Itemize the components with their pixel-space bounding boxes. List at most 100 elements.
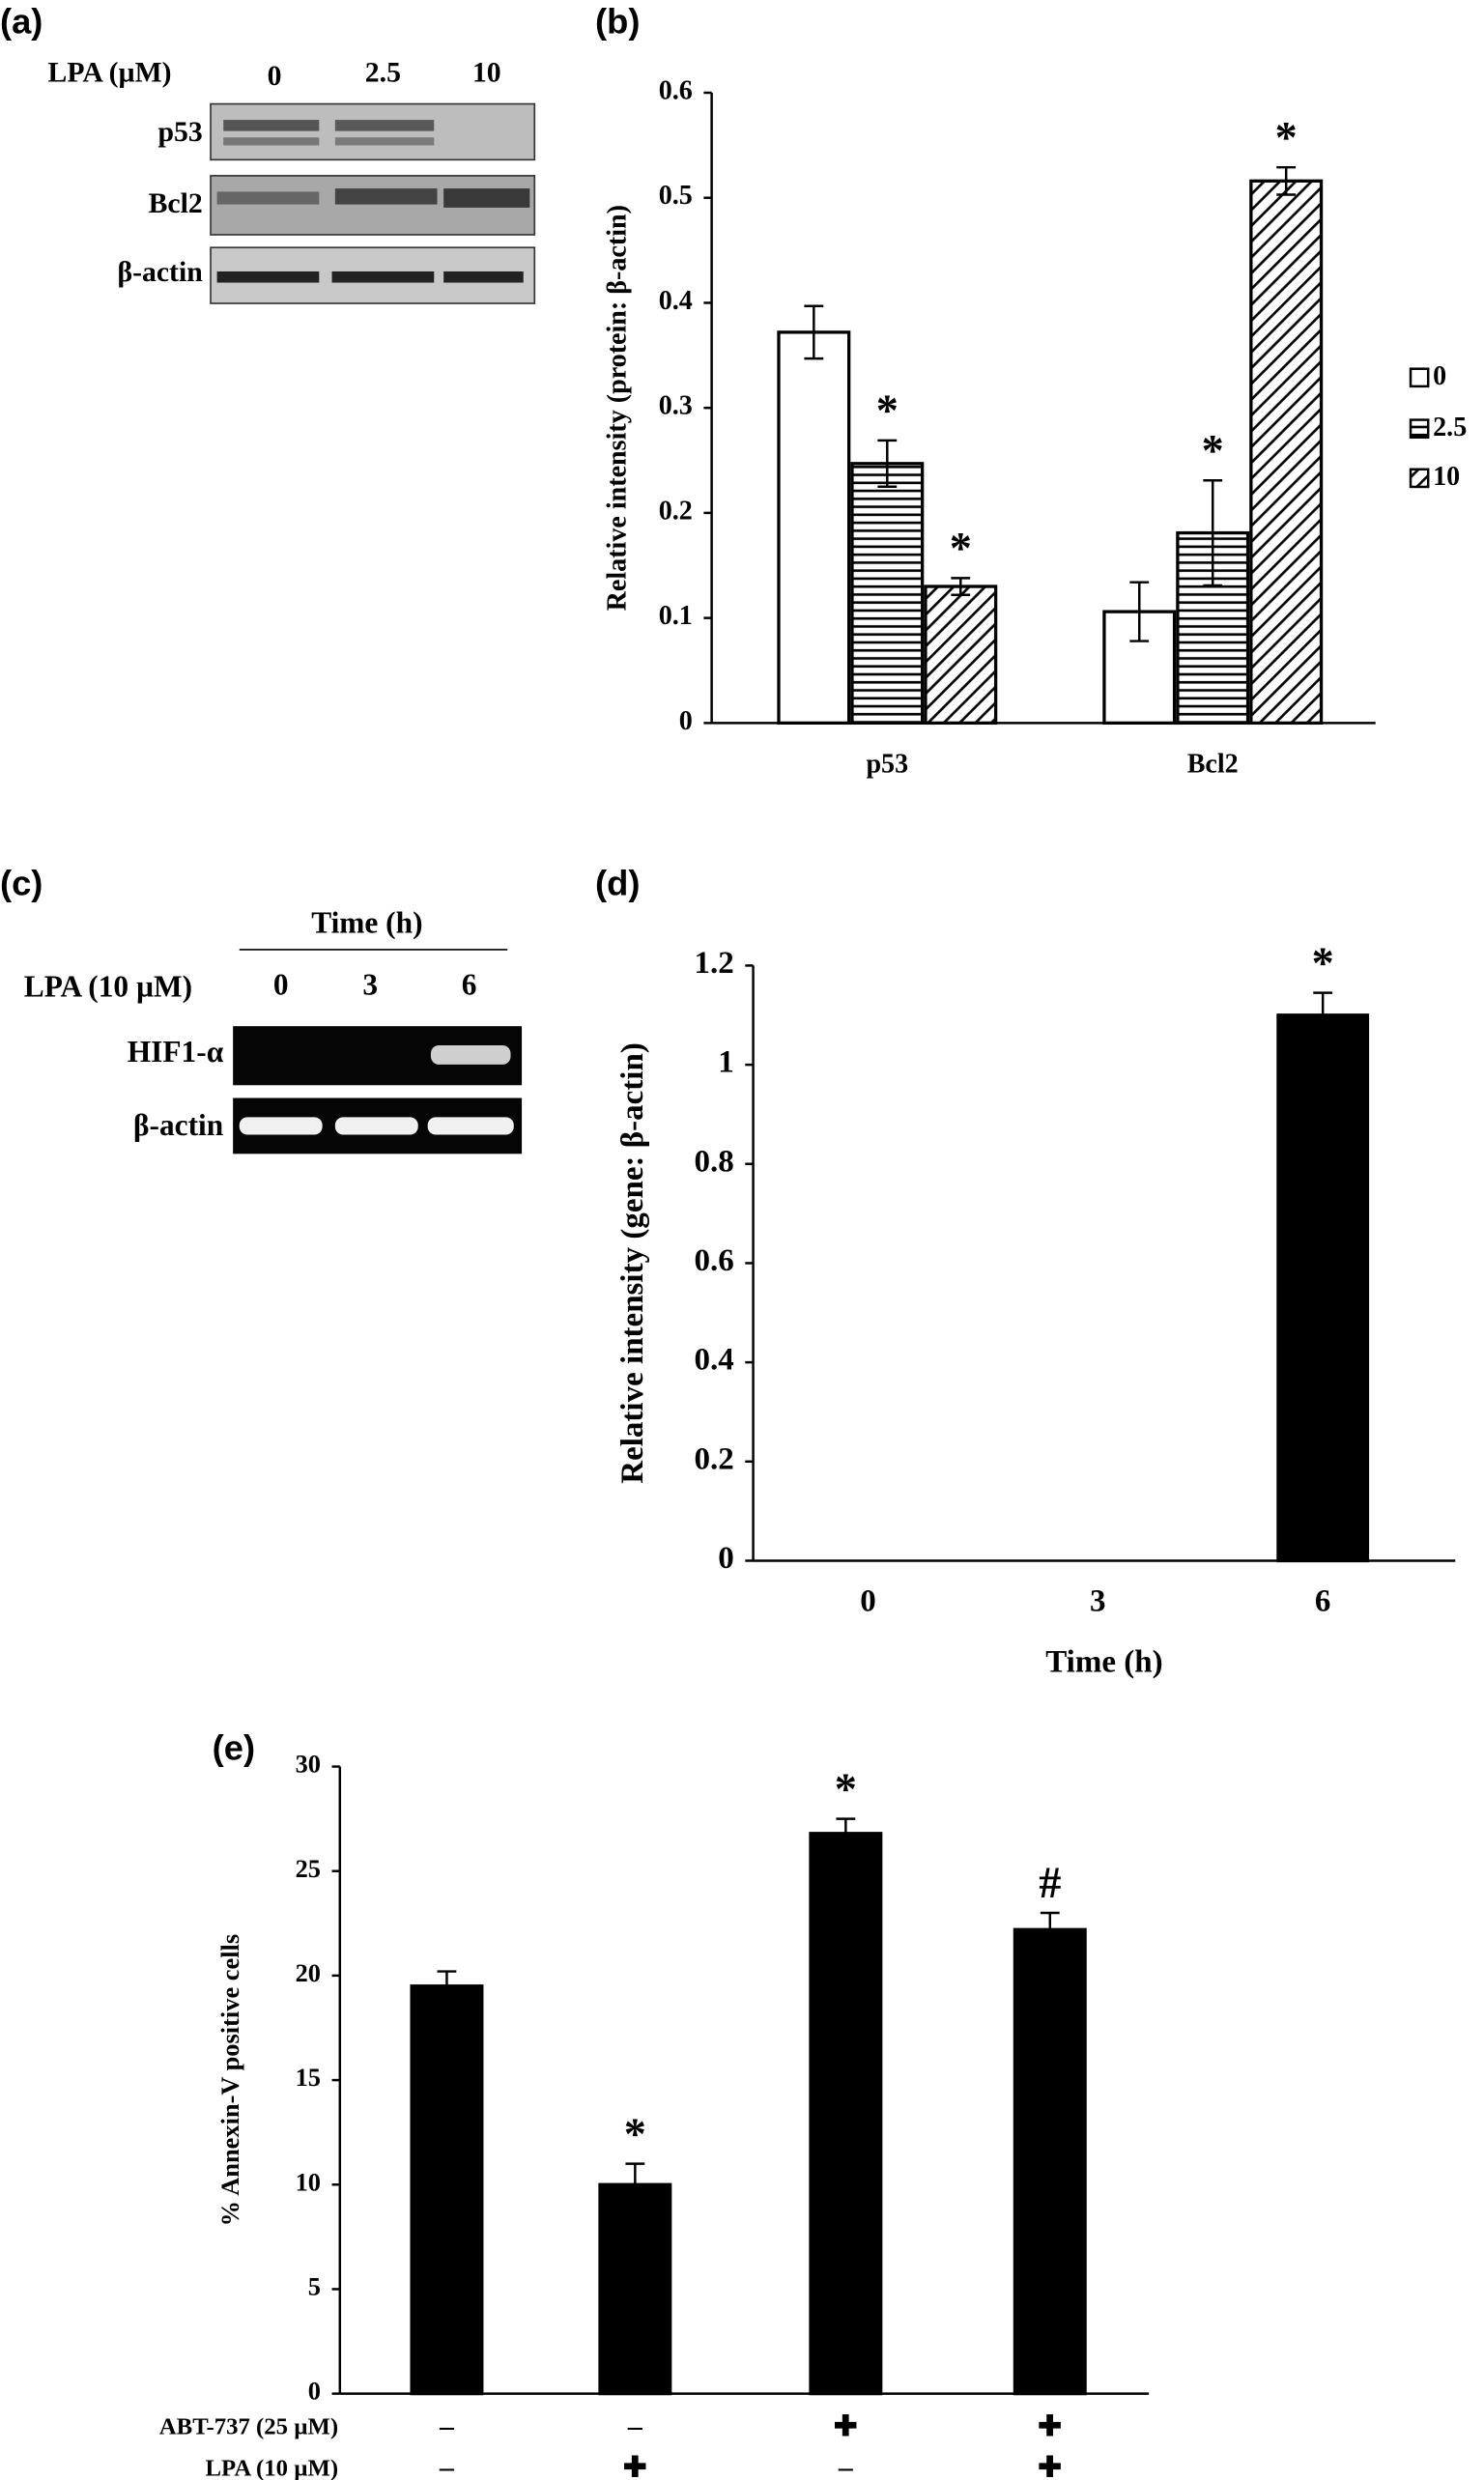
y-tick-label: 0.4: [694, 1343, 733, 1378]
panel-label: (e): [213, 1728, 255, 1768]
band: [331, 271, 435, 283]
x-tick-label: Bcl2: [1187, 749, 1239, 779]
significance-label: *: [950, 525, 972, 574]
y-tick-label: 10: [296, 2167, 321, 2196]
blot-row: p53: [158, 117, 203, 148]
bar: [777, 330, 851, 726]
legend-swatch: [1409, 367, 1430, 388]
band: [216, 191, 320, 205]
blot-header: LPA (10 µM): [24, 969, 192, 1003]
condition-value: –: [439, 2411, 455, 2442]
significance-label: *: [1275, 113, 1298, 162]
band: [334, 188, 438, 205]
band: [239, 1117, 323, 1135]
blot-column: 3: [362, 968, 378, 1002]
y-tick-label: 25: [296, 1854, 321, 1883]
y-axis-label: Relative intensity (protein: β-actin): [602, 205, 632, 611]
band: [216, 271, 320, 283]
y-tick-label: 0.3: [659, 391, 693, 421]
blot-c: (c) Time (h) LPA (10 µM) 0 3 6 HIF1-α β-…: [0, 863, 523, 1154]
significance-label: *: [876, 386, 899, 436]
panel-label: (a): [0, 2, 43, 42]
band: [223, 137, 320, 146]
significance-label: #: [1039, 1859, 1061, 1908]
blot-column: 6: [462, 968, 477, 1002]
x-tick-label: 0: [860, 1584, 876, 1619]
x-axis-label: Time (h): [1045, 1644, 1162, 1679]
blot-column: 2.5: [365, 58, 401, 89]
band: [427, 1117, 514, 1135]
y-tick-label: 0.4: [659, 286, 693, 316]
legend-label: 10: [1433, 462, 1460, 492]
condition-value: ✚: [834, 2411, 858, 2442]
significance-label: *: [1202, 426, 1224, 475]
legend-swatch: [1409, 418, 1430, 439]
y-tick-label: 15: [296, 2063, 321, 2092]
bar: [1013, 1927, 1087, 2396]
y-tick-label: 0.2: [694, 1441, 733, 1476]
blot-column: 0: [273, 968, 289, 1002]
condition-value: ✚: [1038, 2453, 1062, 2480]
legend-label: 0: [1433, 361, 1446, 391]
y-tick-label: 0: [679, 706, 693, 736]
y-tick-label: 1.2: [694, 946, 733, 981]
blot-row: β-actin: [117, 257, 203, 288]
y-axis-label: % Annexin-V positive cells: [215, 1934, 244, 2226]
blot-a: (a) LPA (µM) 0 2.5 10 p53 Bcl2 β-actin: [0, 2, 536, 304]
y-tick-label: 0.2: [659, 496, 693, 526]
significance-label: *: [624, 2110, 646, 2159]
condition-value: ✚: [1038, 2411, 1062, 2442]
legend-label: 2.5: [1433, 413, 1467, 442]
band: [443, 271, 524, 283]
blot-column: 0: [268, 61, 282, 92]
condition-label: LPA (10 µM): [206, 2456, 339, 2480]
band: [334, 1117, 418, 1135]
bar: [809, 1832, 883, 2396]
bar: [850, 462, 925, 726]
condition-label: ABT-737 (25 µM): [159, 2414, 338, 2440]
band: [334, 137, 435, 146]
x-tick-label: 6: [1315, 1584, 1331, 1619]
bar: [410, 1984, 484, 2396]
condition-value: –: [439, 2453, 455, 2480]
significance-label: *: [835, 1765, 857, 1814]
y-tick-label: 1: [718, 1045, 734, 1080]
panel-label: (d): [595, 863, 640, 902]
condition-value: –: [627, 2411, 643, 2442]
bar: [1249, 179, 1324, 726]
band: [334, 120, 435, 131]
y-tick-label: 20: [296, 1958, 321, 1987]
bar: [598, 2182, 672, 2396]
x-tick-label: 3: [1090, 1584, 1106, 1619]
condition-value: –: [838, 2453, 854, 2480]
blot-row: β-actin: [133, 1108, 223, 1142]
blot-title: Time (h): [311, 905, 422, 939]
blot-strip: [210, 102, 536, 161]
y-tick-label: 0: [718, 1541, 734, 1576]
panel-label: (b): [595, 2, 640, 42]
y-axis-label: Relative intensity (gene: β-actin): [615, 1042, 650, 1484]
bar: [1276, 1013, 1370, 1563]
band: [443, 188, 530, 208]
y-tick-label: 0.1: [659, 601, 693, 631]
significance-label: *: [1312, 939, 1334, 988]
bar: [924, 584, 998, 726]
blot-column: 10: [472, 58, 501, 89]
y-tick-label: 30: [296, 1750, 321, 1779]
y-tick-label: 0.8: [694, 1144, 733, 1179]
y-tick-label: 0.6: [694, 1243, 733, 1278]
y-tick-label: 0.6: [659, 75, 693, 105]
band: [430, 1045, 511, 1065]
blot-header: LPA (µM): [48, 58, 172, 89]
panel-label: (c): [0, 863, 43, 902]
y-tick-label: 0.5: [659, 181, 693, 211]
blot-row: HIF1-α: [128, 1035, 224, 1069]
y-tick-label: 5: [308, 2271, 321, 2300]
band: [223, 120, 320, 131]
legend-swatch: [1409, 468, 1430, 489]
x-tick-label: p53: [866, 749, 908, 779]
y-tick-label: 0: [308, 2377, 321, 2406]
condition-value: ✚: [623, 2453, 647, 2480]
blot-row: Bcl2: [149, 188, 203, 219]
